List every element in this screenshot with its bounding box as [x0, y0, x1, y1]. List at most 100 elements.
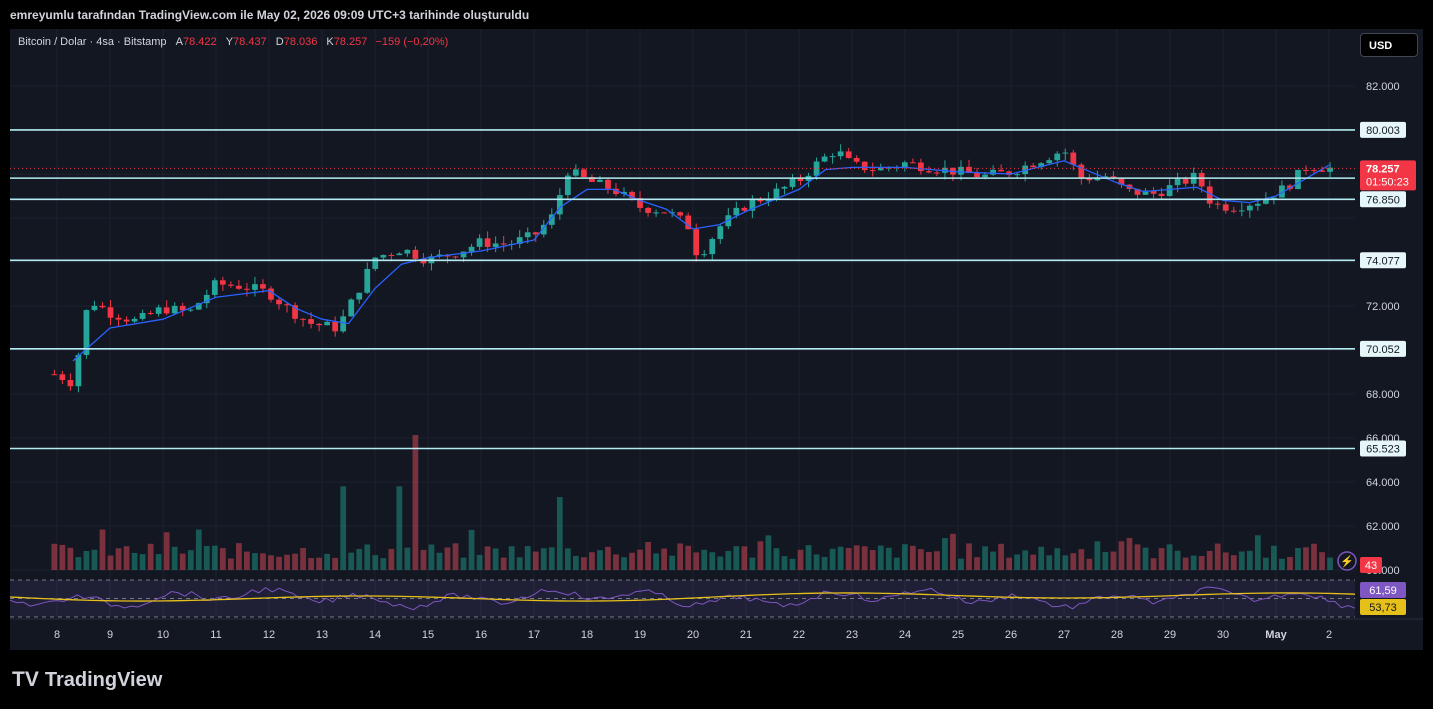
candle-body[interactable]: [581, 169, 587, 178]
candle-body[interactable]: [155, 307, 162, 314]
candle-body[interactable]: [492, 243, 499, 247]
candle-body[interactable]: [813, 161, 820, 176]
candle-body[interactable]: [107, 307, 114, 318]
candle-body[interactable]: [1038, 163, 1045, 168]
candle-body[interactable]: [1254, 203, 1261, 206]
candle-body[interactable]: [1238, 210, 1245, 212]
candle-body[interactable]: [115, 317, 122, 320]
candle-body[interactable]: [1158, 193, 1165, 197]
candle-body[interactable]: [324, 321, 331, 326]
currency-button[interactable]: USD: [1360, 33, 1418, 57]
candle-body[interactable]: [195, 303, 202, 310]
candle-body[interactable]: [1230, 210, 1237, 212]
candle-body[interactable]: [1198, 172, 1205, 187]
candle-body[interactable]: [572, 169, 579, 176]
candle-body[interactable]: [404, 249, 411, 254]
candle-body[interactable]: [1014, 174, 1021, 176]
candle-body[interactable]: [1150, 190, 1157, 194]
candle-body[interactable]: [340, 316, 347, 332]
candle-body[interactable]: [476, 238, 483, 247]
candle-body[interactable]: [845, 151, 852, 158]
candle-body[interactable]: [829, 156, 836, 158]
candle-body[interactable]: [1142, 190, 1149, 195]
candle-body[interactable]: [837, 151, 844, 157]
candle-body[interactable]: [789, 178, 796, 187]
candle-body[interactable]: [1062, 152, 1069, 154]
candle-body[interactable]: [853, 157, 860, 162]
candle-body[interactable]: [998, 169, 1004, 172]
candle-body[interactable]: [516, 237, 523, 244]
candle-body[interactable]: [637, 198, 643, 208]
candle-body[interactable]: [252, 284, 258, 290]
candle-body[interactable]: [412, 249, 419, 259]
candle-body[interactable]: [284, 304, 290, 306]
candle-body[interactable]: [532, 232, 539, 235]
candle-body[interactable]: [211, 280, 218, 295]
candle-body[interactable]: [484, 238, 491, 247]
candle-body[interactable]: [147, 313, 154, 315]
candle-body[interactable]: [91, 305, 98, 311]
candle-body[interactable]: [83, 310, 90, 355]
candle-body[interactable]: [1246, 205, 1253, 211]
candle-body[interactable]: [123, 319, 130, 322]
candle-body[interactable]: [372, 257, 379, 269]
candle-body[interactable]: [781, 186, 788, 189]
candle-body[interactable]: [1295, 169, 1301, 190]
candle-body[interactable]: [292, 305, 298, 319]
candle-body[interactable]: [597, 179, 603, 182]
candle-body[interactable]: [1078, 164, 1085, 179]
candle-body[interactable]: [717, 226, 724, 240]
candle-body[interactable]: [460, 251, 467, 258]
candle-body[interactable]: [653, 212, 659, 214]
candle-body[interactable]: [661, 212, 667, 214]
candle-body[interactable]: [51, 374, 58, 376]
candle-body[interactable]: [131, 318, 138, 322]
candle-body[interactable]: [75, 354, 82, 387]
candle-body[interactable]: [452, 256, 459, 258]
candle-body[interactable]: [556, 195, 563, 215]
candle-body[interactable]: [1134, 188, 1141, 195]
candle-body[interactable]: [741, 207, 748, 211]
candle-body[interactable]: [974, 172, 980, 178]
candle-body[interactable]: [67, 379, 74, 387]
candle-body[interactable]: [1118, 178, 1125, 185]
candle-body[interactable]: [877, 167, 884, 171]
candle-body[interactable]: [1110, 176, 1117, 179]
candle-body[interactable]: [797, 178, 804, 181]
candle-body[interactable]: [396, 253, 403, 256]
candle-body[interactable]: [203, 294, 210, 304]
candle-body[interactable]: [901, 162, 908, 168]
candle-body[interactable]: [260, 284, 266, 289]
candle-body[interactable]: [917, 162, 924, 172]
candle-body[interactable]: [59, 374, 66, 380]
symbol-label[interactable]: Bitcoin / Dolar · 4sa · Bitstamp: [18, 36, 167, 48]
candle-body[interactable]: [564, 175, 571, 196]
candle-body[interactable]: [1174, 178, 1181, 186]
candle-body[interactable]: [701, 254, 708, 256]
candle-body[interactable]: [1006, 171, 1012, 175]
candle-body[interactable]: [1319, 170, 1325, 172]
candle-body[interactable]: [388, 254, 395, 256]
candle-body[interactable]: [348, 299, 355, 317]
candle-body[interactable]: [1222, 204, 1229, 211]
candle-body[interactable]: [380, 254, 387, 258]
candle-body[interactable]: [926, 171, 932, 173]
candle-body[interactable]: [1279, 185, 1285, 198]
candle-body[interactable]: [139, 313, 146, 319]
candle-body[interactable]: [589, 177, 595, 182]
candle-body[interactable]: [1046, 160, 1053, 164]
candle-body[interactable]: [187, 309, 194, 311]
price-chart[interactable]: 82.00072.00068.00066.00064.00062.00060.0…: [10, 29, 1423, 650]
candle-body[interactable]: [709, 239, 716, 255]
candle-body[interactable]: [982, 174, 988, 178]
candle-body[interactable]: [629, 191, 635, 199]
candle-body[interactable]: [733, 207, 740, 216]
candle-body[interactable]: [227, 284, 234, 286]
candle-body[interactable]: [171, 305, 178, 314]
candle-body[interactable]: [1070, 152, 1077, 165]
candle-body[interactable]: [316, 323, 322, 326]
candle-body[interactable]: [236, 285, 242, 289]
candle-body[interactable]: [1327, 167, 1333, 172]
candle-body[interactable]: [757, 199, 764, 202]
candle-body[interactable]: [268, 288, 274, 300]
